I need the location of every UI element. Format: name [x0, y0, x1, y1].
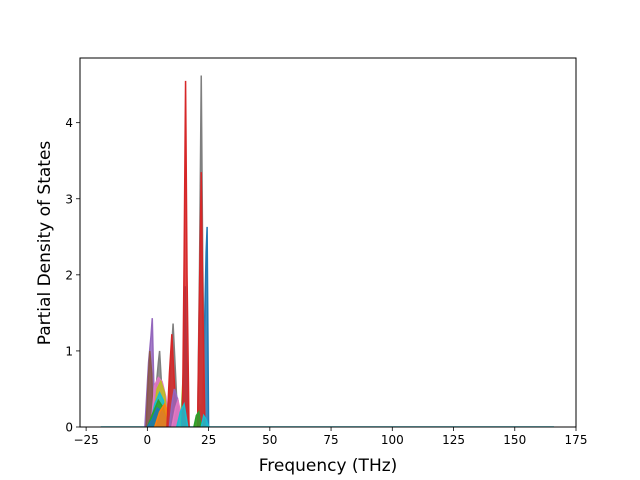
x-tick-label: −25	[73, 433, 98, 447]
y-tick-label: 1	[65, 344, 73, 358]
x-axis-label: Frequency (THz)	[259, 456, 398, 476]
y-tick-label: 2	[65, 268, 73, 282]
series-3-line	[150, 376, 171, 427]
x-tick-label: 150	[503, 433, 526, 447]
x-tick-label: 25	[201, 433, 216, 447]
x-tick-label: 175	[565, 433, 588, 447]
x-tick-label: 125	[442, 433, 465, 447]
series-15-line	[181, 80, 190, 427]
y-tick-label: 0	[65, 421, 73, 435]
series-1-area	[146, 350, 154, 427]
y-axis-label: Partial Density of States	[35, 141, 55, 346]
y-tick-label: 4	[65, 116, 73, 130]
plot-frame	[79, 57, 577, 428]
y-tick-label: 3	[65, 192, 73, 206]
series-layer	[100, 75, 554, 427]
series-1-line	[145, 350, 155, 427]
x-tick-label: 100	[381, 433, 404, 447]
x-tick-label: 75	[323, 433, 338, 447]
x-tick-label: 0	[144, 433, 152, 447]
y-axis: 0 1 2 3 4	[65, 116, 80, 435]
series-22-area	[201, 415, 209, 427]
series-16-line	[176, 401, 189, 427]
x-axis: −25 0 25 50 75 100 125 150 175	[73, 427, 587, 447]
series-20-line	[196, 172, 206, 427]
series-22-line	[200, 413, 210, 427]
x-tick-label: 50	[262, 433, 277, 447]
series-21-line	[193, 409, 202, 427]
